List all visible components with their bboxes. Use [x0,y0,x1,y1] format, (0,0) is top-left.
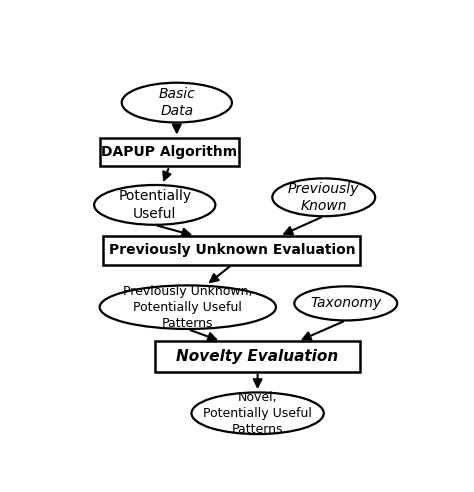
Ellipse shape [100,285,276,329]
FancyBboxPatch shape [103,236,360,265]
Ellipse shape [294,286,397,320]
Ellipse shape [94,185,215,225]
Text: Previously Unknown Evaluation: Previously Unknown Evaluation [109,244,355,257]
FancyBboxPatch shape [100,138,239,166]
Text: Novel,
Potentially Useful
Patterns: Novel, Potentially Useful Patterns [203,391,312,436]
Text: Taxonomy: Taxonomy [310,296,382,310]
Ellipse shape [191,393,324,434]
Ellipse shape [122,83,232,123]
Text: Previously
Known: Previously Known [288,182,359,213]
Text: DAPUP Algorithm: DAPUP Algorithm [101,145,237,159]
Text: Novelty Evaluation: Novelty Evaluation [176,349,339,364]
Ellipse shape [272,179,375,216]
FancyBboxPatch shape [155,341,360,371]
Text: Previously Unknown,
Potentially Useful
Patterns: Previously Unknown, Potentially Useful P… [123,285,253,330]
Text: Basic
Data: Basic Data [158,87,195,118]
Text: Potentially
Useful: Potentially Useful [118,189,191,220]
